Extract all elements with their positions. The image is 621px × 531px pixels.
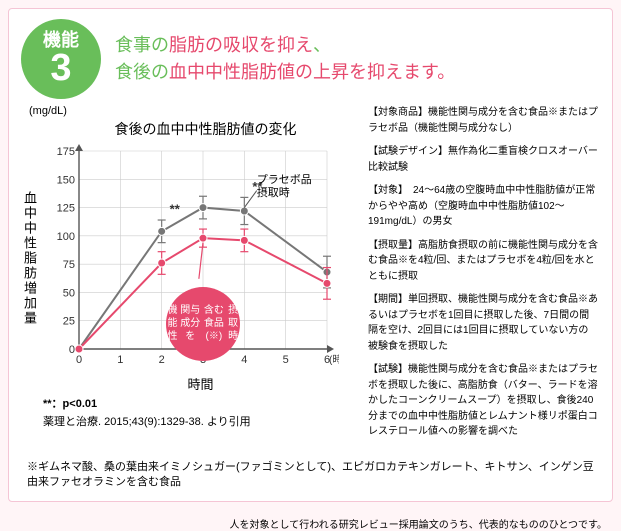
svg-text:150: 150 [57,174,75,186]
x-axis-label: 時間 [43,374,358,393]
svg-text:(時間): (時間) [329,354,339,366]
svg-text:50: 50 [63,287,75,299]
side-paragraph: 【対象】 24～64歳の空腹時血中中性脂肪値が正常からやや高め（空腹時血中中性脂… [368,183,598,230]
side-paragraph: 【期間】単回摂取、機能性関与成分を含む食品※あるいはプラセボを1回目に摂取した後… [368,292,598,354]
svg-text:0: 0 [76,354,82,366]
svg-text:2: 2 [159,354,165,366]
badge-number: 3 [50,49,71,87]
body: (mg/dL) 食後の血中中性脂肪値の変化 血中中性脂肪増加量 02550751… [9,105,612,454]
svg-text:**: ** [170,201,181,216]
card: 機能 3 食事の脂肪の吸収を抑え、食後の血中中性脂肪値の上昇を抑えます。 (mg… [8,8,613,502]
headline: 食事の脂肪の吸収を抑え、食後の血中中性脂肪値の上昇を抑えます。 [115,32,455,86]
svg-text:100: 100 [57,231,75,243]
svg-text:125: 125 [57,203,75,215]
svg-text:5: 5 [283,354,289,366]
active-callout: 機能性関与成分を含む食品(※)摂取時 [166,287,240,361]
footnote-ingredients: ※ギムネマ酸、桑の葉由来イミノシュガー(ファゴミンとして)、エピガロカテキンガレ… [9,454,612,492]
side-paragraph: 【試験】機能性関与成分を含む食品※またはプラセボを摂取した後に、高脂肪食（バター… [368,362,598,440]
chart-title: 食後の血中中性脂肪値の変化 [53,119,358,139]
svg-text:75: 75 [63,259,75,271]
function-badge: 機能 3 [21,19,101,99]
svg-text:1: 1 [117,354,123,366]
svg-text:4: 4 [241,354,247,366]
p-note: **：p<0.01 [43,395,358,411]
svg-text:0: 0 [69,344,75,356]
chart-svg-holder: 02550751001251501750123456(時間)**** プラセボ品… [39,141,339,376]
svg-text:175: 175 [57,146,75,158]
y-axis-label: 血中中性脂肪増加量 [23,141,39,326]
svg-text:25: 25 [63,316,75,328]
side-paragraph: 【試験デザイン】無作為化二重盲検クロスオーバー比較試験 [368,144,598,175]
chart-column: (mg/dL) 食後の血中中性脂肪値の変化 血中中性脂肪増加量 02550751… [23,105,358,448]
side-paragraph: 【摂取量】高脂肪食摂取の前に機能性関与成分を含む食品※を4粒/回、またはプラセボ… [368,238,598,285]
citation: 薬理と治療. 2015;43(9):1329-38. より引用 [43,413,358,429]
footnote-disclaimer: 人を対象として行われる研究レビュー採用論文のうち、代表的なもののひとつです。 [0,510,621,531]
side-paragraph: 【対象商品】機能性関与成分を含む食品※またはプラセボ品（機能性関与成分なし） [368,105,598,136]
y-unit: (mg/dL) [29,105,358,117]
side-text: 【対象商品】機能性関与成分を含む食品※またはプラセボ品（機能性関与成分なし） 【試… [368,105,598,448]
header: 機能 3 食事の脂肪の吸収を抑え、食後の血中中性脂肪値の上昇を抑えます。 [9,9,612,105]
legend-placebo: プラセボ品摂取時 [257,174,312,202]
